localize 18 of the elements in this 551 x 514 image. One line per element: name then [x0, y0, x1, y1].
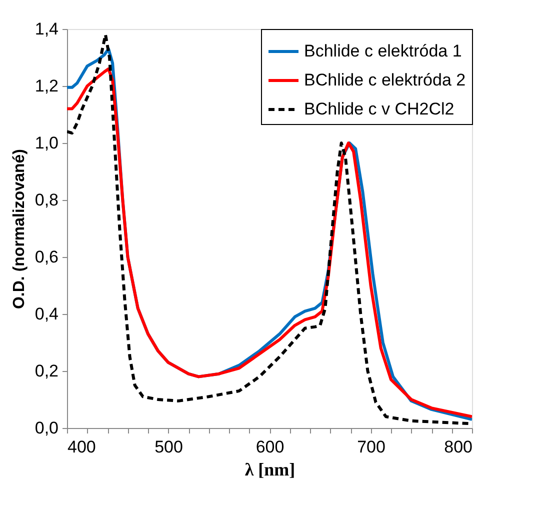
y-tick-label: 0,0: [34, 418, 58, 438]
x-tick-label: 800: [444, 438, 472, 456]
x-axis-title: λ [nm]: [244, 460, 296, 480]
y-tick-label: 0,8: [34, 190, 58, 210]
legend-label: Bchlide c elektróda 1: [304, 42, 462, 60]
legend-label: BChlide c elektróda 2: [304, 70, 466, 90]
y-tick-label: 1,0: [34, 134, 58, 152]
y-tick-label: 0,2: [34, 362, 58, 380]
y-tick-label: 1,4: [34, 20, 58, 38]
y-axis-title: O.D. (normalizované): [10, 148, 28, 310]
x-tick-label: 400: [68, 438, 96, 456]
y-tick-label: 1,2: [34, 76, 58, 96]
legend-label: BChlide c v CH2Cl2: [304, 100, 454, 118]
x-tick-label: 600: [256, 438, 284, 456]
y-tick-label: 0,4: [34, 304, 58, 324]
x-tick-label: 500: [154, 438, 183, 456]
x-tick-label: 700: [357, 438, 386, 456]
y-tick-label: 0,6: [34, 248, 58, 266]
